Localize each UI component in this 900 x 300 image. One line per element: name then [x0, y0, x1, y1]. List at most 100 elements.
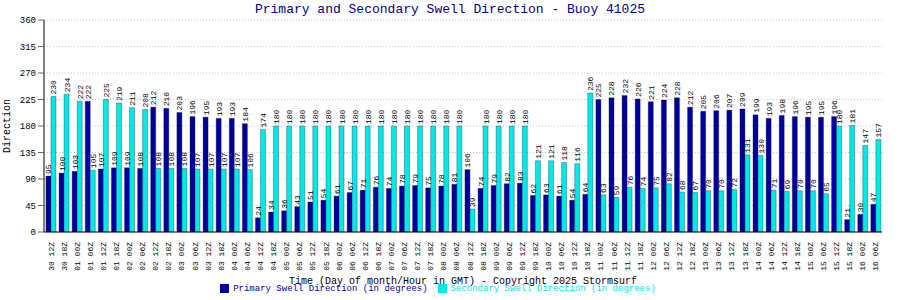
- svg-text:174: 174: [259, 113, 268, 128]
- svg-text:62: 62: [529, 184, 538, 194]
- svg-text:02 12Z: 02 12Z: [151, 242, 160, 271]
- svg-text:03 00Z: 03 00Z: [177, 242, 186, 271]
- svg-text:270: 270: [20, 69, 36, 79]
- svg-text:228: 228: [607, 81, 616, 96]
- svg-text:224: 224: [660, 83, 669, 98]
- svg-text:11 00Z: 11 00Z: [596, 242, 605, 271]
- svg-text:225: 225: [20, 96, 36, 106]
- svg-text:74: 74: [639, 177, 648, 187]
- svg-text:05 12Z: 05 12Z: [308, 242, 317, 271]
- svg-text:51: 51: [306, 190, 315, 200]
- svg-text:107: 107: [97, 152, 106, 167]
- svg-text:04 00Z: 04 00Z: [230, 242, 239, 271]
- svg-text:107: 107: [207, 152, 216, 167]
- svg-text:118: 118: [560, 146, 569, 161]
- svg-text:11 12Z: 11 12Z: [623, 242, 632, 271]
- svg-text:181: 181: [848, 109, 857, 124]
- svg-text:74: 74: [385, 177, 394, 187]
- svg-text:209: 209: [738, 92, 747, 107]
- svg-text:130: 130: [757, 139, 766, 154]
- svg-text:12 00Z: 12 00Z: [649, 242, 658, 271]
- svg-text:72: 72: [730, 178, 739, 188]
- svg-text:196: 196: [791, 100, 800, 115]
- svg-text:03 18Z: 03 18Z: [217, 242, 226, 271]
- svg-text:79: 79: [411, 174, 420, 184]
- svg-text:193: 193: [228, 102, 237, 117]
- svg-text:180: 180: [521, 109, 530, 124]
- svg-text:180: 180: [495, 109, 504, 124]
- svg-text:135: 135: [20, 149, 36, 159]
- svg-text:68: 68: [678, 180, 687, 190]
- svg-text:39: 39: [468, 197, 477, 207]
- svg-text:76: 76: [626, 175, 635, 185]
- svg-text:61: 61: [555, 184, 564, 194]
- svg-text:75: 75: [652, 176, 661, 186]
- svg-text:180: 180: [272, 109, 281, 124]
- svg-text:234: 234: [63, 78, 72, 93]
- svg-text:21: 21: [843, 208, 852, 218]
- svg-text:02 18Z: 02 18Z: [164, 242, 173, 271]
- svg-text:106: 106: [463, 153, 472, 168]
- svg-text:14 18Z: 14 18Z: [793, 242, 802, 271]
- svg-text:01 18Z: 01 18Z: [112, 242, 121, 271]
- svg-text:05 18Z: 05 18Z: [322, 242, 331, 271]
- svg-text:16 00Z: 16 00Z: [858, 242, 867, 271]
- svg-text:01 00Z: 01 00Z: [73, 242, 82, 271]
- svg-text:10 18Z: 10 18Z: [583, 242, 592, 271]
- svg-text:Time (Day of month/Hour in GMT: Time (Day of month/Hour in GMT) - Copyri…: [289, 276, 637, 287]
- svg-text:74: 74: [477, 177, 486, 187]
- svg-text:180: 180: [311, 109, 320, 124]
- svg-text:203: 203: [175, 96, 184, 111]
- svg-text:15 12Z: 15 12Z: [832, 242, 841, 271]
- svg-text:199: 199: [752, 98, 761, 113]
- svg-text:12 18Z: 12 18Z: [688, 242, 697, 271]
- svg-text:11 18Z: 11 18Z: [636, 242, 645, 271]
- svg-text:79: 79: [490, 174, 499, 184]
- svg-text:64: 64: [581, 183, 590, 193]
- svg-text:67: 67: [346, 181, 355, 191]
- svg-text:47: 47: [869, 193, 878, 203]
- svg-text:222: 222: [76, 85, 85, 100]
- svg-text:02 00Z: 02 00Z: [125, 242, 134, 271]
- svg-text:108: 108: [136, 152, 145, 167]
- svg-text:45: 45: [25, 202, 36, 212]
- svg-text:36: 36: [280, 199, 289, 209]
- svg-text:208: 208: [141, 93, 150, 108]
- svg-text:221: 221: [647, 85, 656, 100]
- svg-text:180: 180: [416, 109, 425, 124]
- svg-text:30 18Z: 30 18Z: [60, 242, 69, 271]
- svg-text:12 12Z: 12 12Z: [675, 242, 684, 271]
- svg-text:01 12Z: 01 12Z: [99, 242, 108, 271]
- svg-text:34: 34: [267, 200, 276, 210]
- svg-text:193: 193: [765, 102, 774, 117]
- svg-text:09 00Z: 09 00Z: [492, 242, 501, 271]
- svg-text:222: 222: [84, 85, 93, 100]
- svg-text:07 12Z: 07 12Z: [413, 242, 422, 271]
- svg-text:180: 180: [455, 109, 464, 124]
- svg-text:06 12Z: 06 12Z: [361, 242, 370, 271]
- svg-text:232: 232: [621, 79, 630, 94]
- svg-text:70: 70: [796, 179, 805, 189]
- svg-text:05 06Z: 05 06Z: [295, 242, 304, 271]
- svg-text:109: 109: [123, 151, 132, 166]
- svg-text:95: 95: [44, 164, 53, 174]
- svg-text:10 06Z: 10 06Z: [557, 242, 566, 271]
- svg-text:106: 106: [246, 153, 255, 168]
- svg-text:43: 43: [293, 195, 302, 205]
- svg-text:198: 198: [778, 99, 787, 114]
- svg-text:13 18Z: 13 18Z: [741, 242, 750, 271]
- svg-text:24: 24: [254, 206, 263, 216]
- svg-text:147: 147: [861, 129, 870, 144]
- svg-text:225: 225: [594, 83, 603, 98]
- svg-text:109: 109: [110, 151, 119, 166]
- svg-text:10 00Z: 10 00Z: [544, 242, 553, 271]
- svg-text:13 00Z: 13 00Z: [701, 242, 710, 271]
- svg-text:65: 65: [822, 182, 831, 192]
- svg-text:08 00Z: 08 00Z: [439, 242, 448, 271]
- svg-text:78: 78: [398, 174, 407, 184]
- svg-text:63: 63: [599, 183, 608, 193]
- svg-text:195: 195: [817, 101, 826, 116]
- svg-text:09 18Z: 09 18Z: [531, 242, 540, 271]
- svg-text:225: 225: [102, 83, 111, 98]
- svg-text:131: 131: [743, 138, 752, 153]
